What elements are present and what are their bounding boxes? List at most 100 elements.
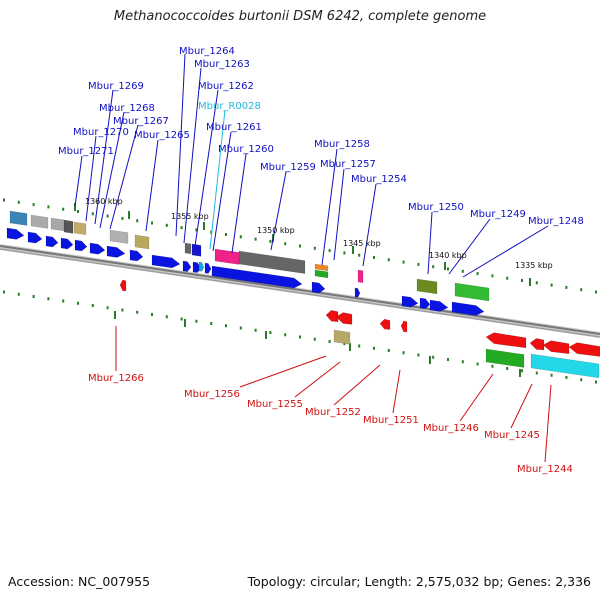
gene-feature-block [530,353,600,379]
gene-feature-block [454,282,490,302]
label-leader-lines [74,53,552,463]
tick-dot [121,216,124,220]
tick-dot [151,313,153,316]
tick-dot [47,205,50,209]
forward-gene-arrow [106,245,126,258]
gene-feature-block [184,242,192,255]
tick-dot [550,283,553,287]
forward-gene-label: Mbur_1258 [314,139,370,150]
genome-backbone [0,244,600,338]
tick-dot [343,251,346,255]
tick-dot [313,246,316,250]
tick-dot [299,244,301,248]
tick-dot [269,331,272,334]
forward-gene-arrow [89,242,106,255]
forward-gene-label: Mbur_1257 [320,159,376,170]
forward-gene-arrow [429,299,449,312]
reverse-gene-label: Mbur_1245 [484,430,540,441]
gene-feature-block [214,248,240,265]
tick-dot [91,212,94,216]
major-tick [114,311,116,319]
gene-feature-block [314,263,329,272]
forward-gene-arrow [182,260,192,272]
scale-label: 1355 kbp [171,212,209,221]
leader-line [212,131,232,252]
tick-dot [387,349,390,352]
tick-dot [17,200,20,204]
tick-dot [91,304,94,307]
tick-dot [47,297,50,301]
forward-gene-label: Mbur_1259 [260,162,316,173]
gene-feature-block [416,278,438,295]
tick-dot [195,228,198,232]
tick-dot [3,198,5,202]
leader-line [239,355,327,388]
tick-dot [284,333,287,337]
forward-gene-arrow [27,231,43,244]
reverse-gene-arrow [379,318,391,330]
tick-dot [506,367,509,370]
tick-dot [565,376,568,379]
tick-dot [195,319,198,323]
forward-gene-arrow [204,262,212,274]
reverse-gene-label: Mbur_1256 [184,389,240,400]
leader-line [321,148,338,266]
scale-label: 1360 kbp [85,197,123,206]
leader-line [510,383,533,429]
leader-line [99,111,125,229]
tick-dot [417,262,420,266]
tick-dot [225,233,227,236]
tick-dot [565,285,568,289]
forward-gene-arrow [6,227,25,240]
tick-dot [77,210,79,213]
tick-dot [328,340,331,343]
tick-dot [62,207,65,211]
forward-gene-label: Mbur_1270 [73,127,129,138]
forward-gene-label: Mbur_1254 [351,174,407,185]
tick-dot [417,353,420,357]
leader-line [392,369,401,414]
tick-dot [210,230,213,234]
tick-dot [210,322,213,325]
tick-dot [432,355,435,359]
forward-gene-arrow [211,265,303,289]
tick-dot [595,290,597,294]
tick-dot [535,281,538,285]
tick-dot [343,342,346,346]
scale-label: 1335 kbp [515,261,553,270]
tick-dot [521,279,523,282]
tick-dot [373,346,375,350]
tick-dot [180,226,183,230]
tick-dot [491,364,494,368]
gene-feature-block [109,229,129,244]
gene-feature-block [63,219,74,234]
tick-dot [550,373,553,377]
major-tick [74,203,76,211]
forward-gene-arrow [451,301,485,316]
reverse-gene-label: Mbur_1252 [305,407,361,418]
forward-gene-label: Mbur_1263 [194,59,250,70]
forward-gene-label: Mbur_1265 [134,130,190,141]
leader-line [85,135,97,222]
reverse-gene-arrow [568,342,600,357]
tick-dot [402,260,405,264]
forward-gene-label: Mbur_1262 [198,81,254,92]
forward-gene-arrow [419,297,431,310]
reverse-gene-arrow [542,340,570,355]
leader-line [333,364,381,406]
tick-dot [506,276,509,280]
tick-dot [358,344,361,348]
reverse-gene-label: Mbur_1246 [423,423,479,434]
tick-dot [254,328,257,332]
leader-line [145,139,159,232]
tick-dot [373,256,375,259]
tick-dot [447,358,449,361]
major-tick [265,331,267,339]
forward-gene-label: Mbur_1250 [408,202,464,213]
scale-labels: 1360 kbp 1355 kbp 1350 kbp 1345 kbp 1340 kbp… [85,197,553,270]
major-tick [184,319,186,327]
tick-dot [239,326,242,330]
tick-dot [491,274,494,278]
gene-feature-block [50,217,66,232]
leader-line [427,211,433,275]
